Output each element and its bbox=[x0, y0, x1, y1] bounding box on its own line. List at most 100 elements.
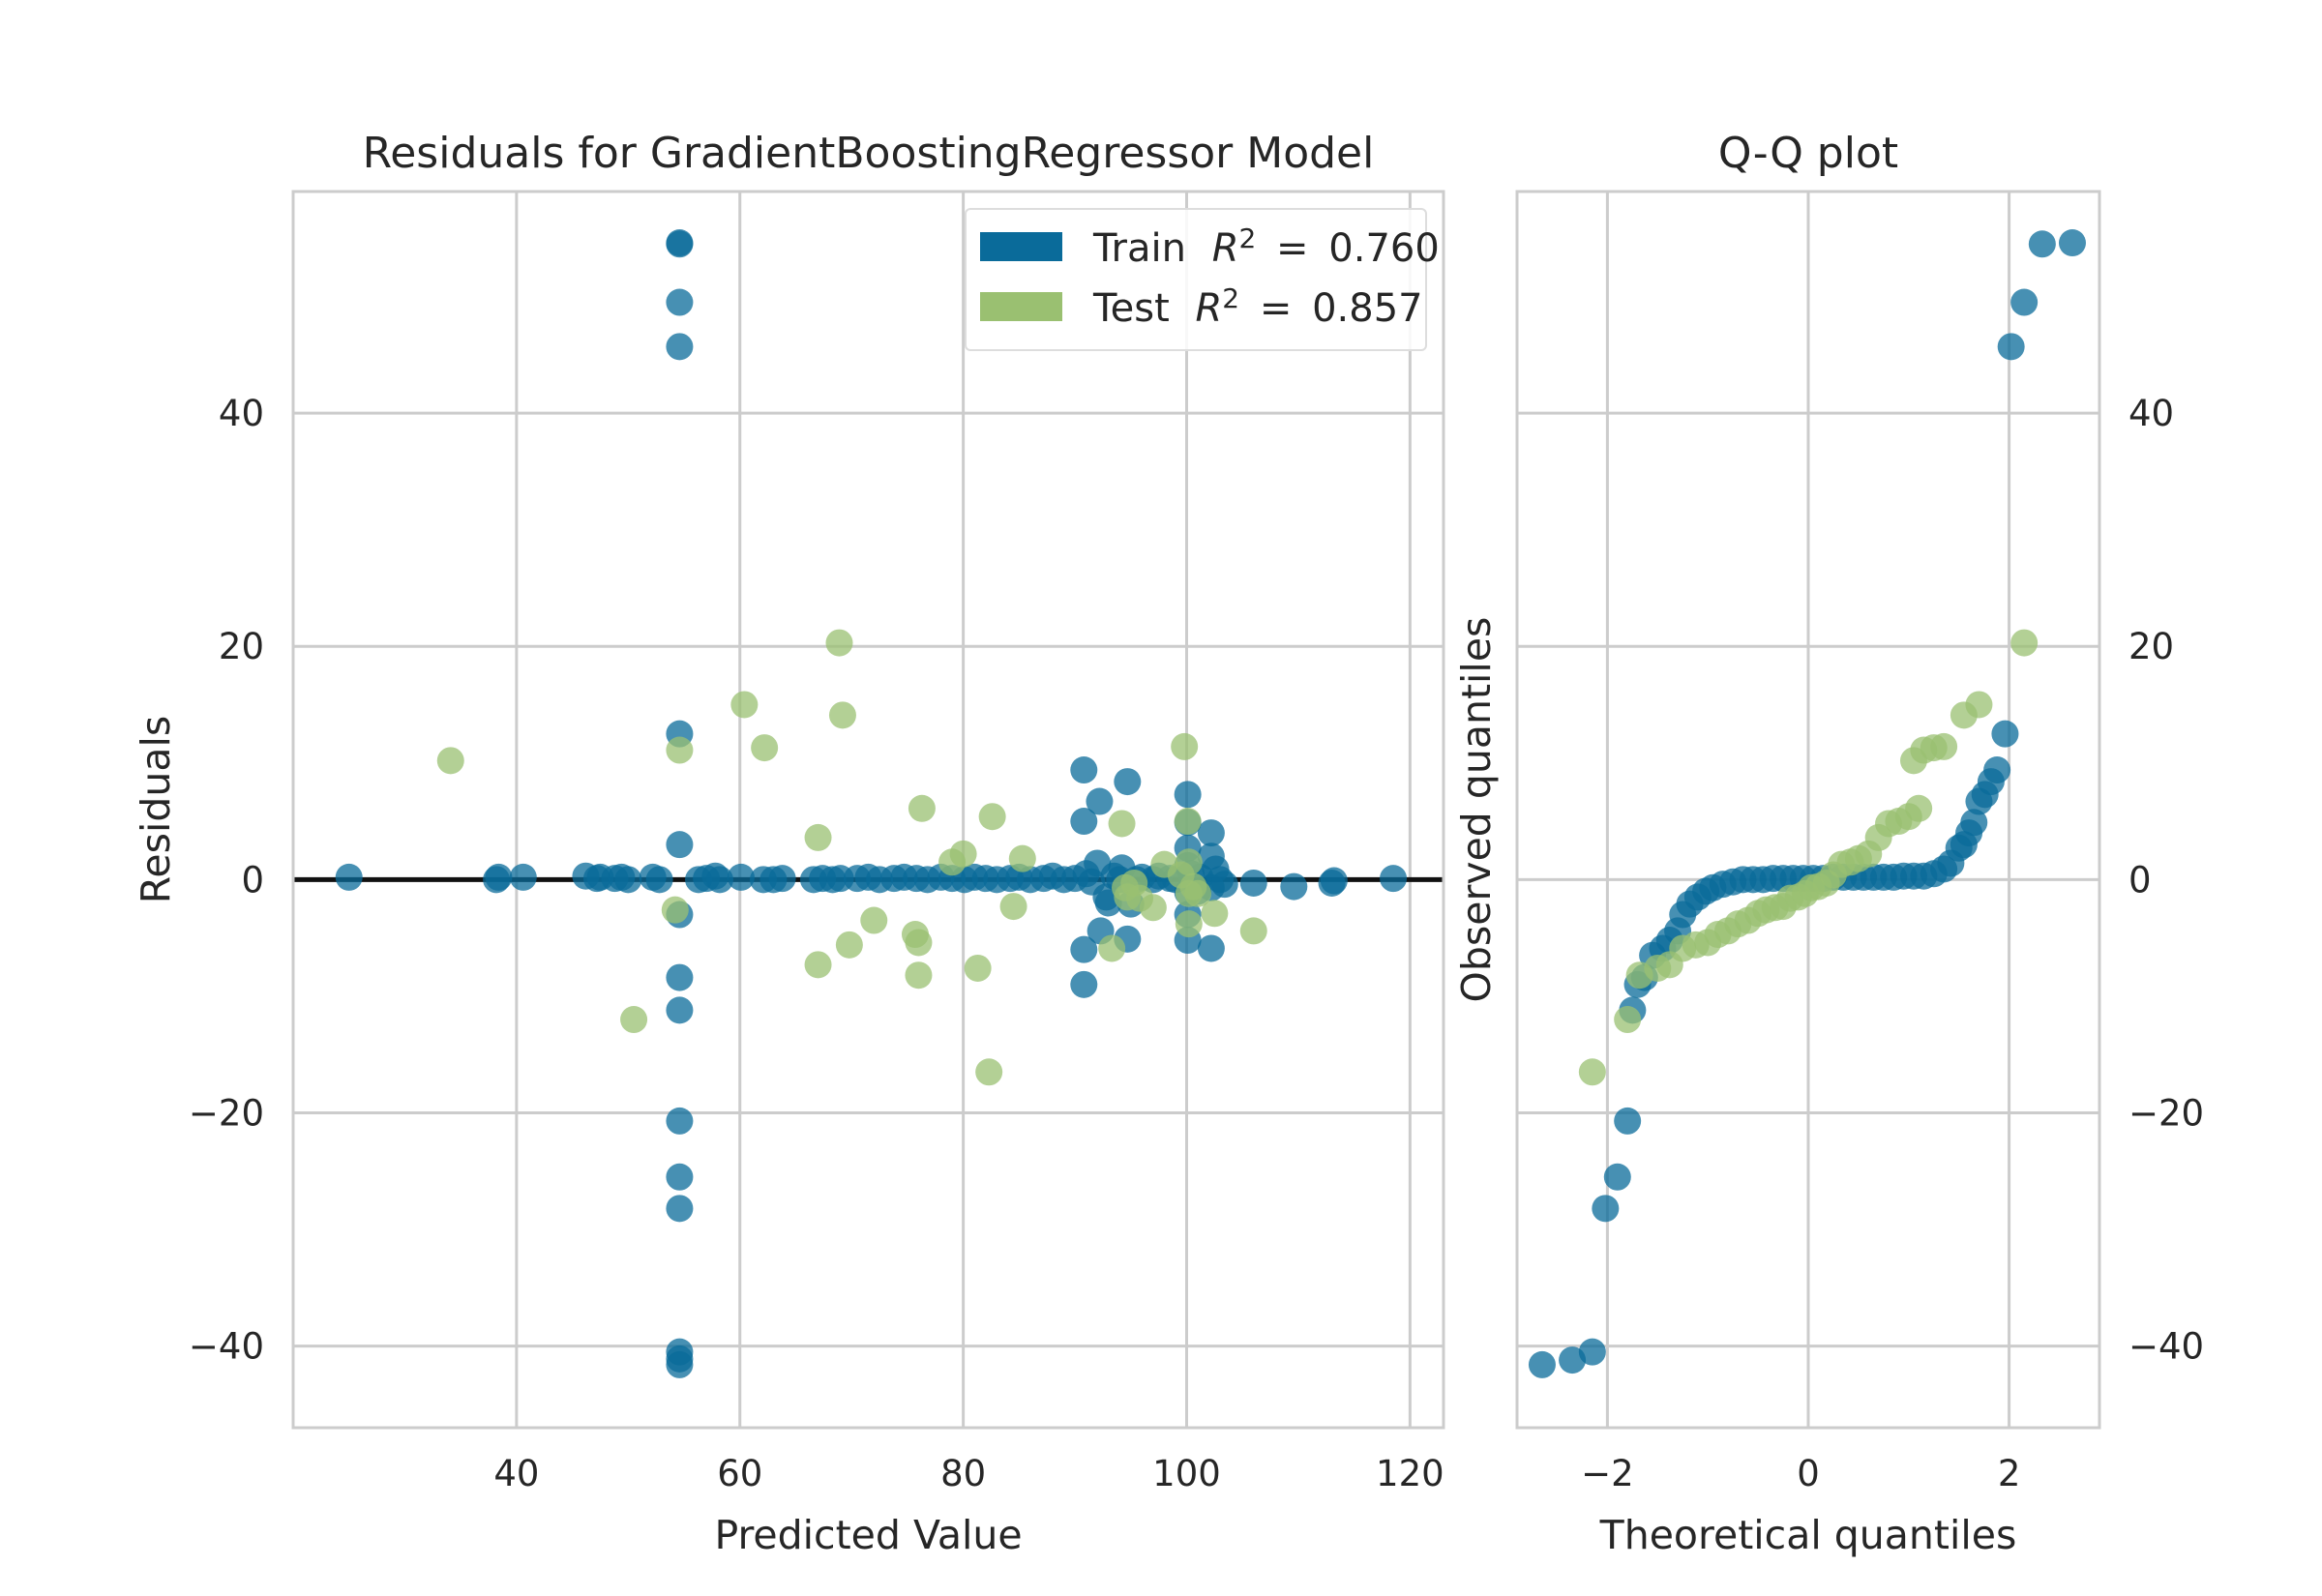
data-point-test bbox=[1175, 910, 1203, 938]
data-point-train bbox=[645, 866, 673, 894]
data-point-test bbox=[1175, 848, 1203, 876]
data-point-train bbox=[666, 333, 694, 361]
qq-y-ticks: −40 −20 0 20 40 bbox=[2128, 393, 2204, 1368]
legend: Train R2 = 0.760 Test R2 = 0.857 bbox=[965, 208, 1440, 351]
data-point-test bbox=[1905, 794, 1933, 822]
legend-swatch-train bbox=[980, 232, 1062, 261]
y-tick-label: 20 bbox=[219, 626, 264, 667]
data-point-train bbox=[614, 866, 642, 894]
data-point-train bbox=[509, 863, 537, 891]
data-point-test bbox=[975, 1058, 1003, 1086]
data-point-train bbox=[1592, 1195, 1620, 1223]
series-test bbox=[436, 629, 1267, 1086]
data-point-train bbox=[666, 288, 694, 316]
data-point-train bbox=[666, 1163, 694, 1191]
y-tick-label: 0 bbox=[2128, 859, 2152, 901]
data-point-train bbox=[666, 229, 694, 257]
legend-test-r2-exponent: 2 bbox=[1222, 282, 1239, 314]
data-point-train bbox=[768, 865, 796, 893]
data-point-train bbox=[666, 1195, 694, 1223]
data-point-train bbox=[1614, 1107, 1642, 1135]
data-point-train bbox=[1197, 819, 1225, 847]
data-point-train bbox=[1528, 1350, 1556, 1378]
qq-chart-title: Q-Q plot bbox=[1718, 129, 1898, 178]
data-point-test bbox=[908, 794, 936, 822]
data-point-test bbox=[905, 961, 933, 990]
data-point-test bbox=[905, 929, 933, 957]
data-point-train bbox=[727, 863, 755, 891]
data-point-test bbox=[1614, 1006, 1642, 1034]
data-point-train bbox=[1280, 872, 1308, 901]
data-point-train bbox=[1960, 809, 1988, 837]
data-point-test bbox=[666, 736, 694, 764]
data-point-train bbox=[1578, 1338, 1606, 1366]
data-point-train bbox=[1997, 333, 2025, 361]
data-point-test bbox=[1201, 900, 1229, 928]
y-tick-label: 20 bbox=[2128, 626, 2174, 667]
qq-plot-border bbox=[1515, 190, 2101, 1430]
data-point-test bbox=[620, 1006, 648, 1034]
legend-train-r2-symbol: R bbox=[1212, 226, 1239, 271]
x-tick-label: −2 bbox=[1581, 1453, 1634, 1494]
data-point-test bbox=[1174, 808, 1202, 836]
legend-train-prefix: Train bbox=[1092, 226, 1186, 271]
data-point-train bbox=[1114, 768, 1142, 796]
data-point-test bbox=[436, 747, 464, 775]
data-point-train bbox=[666, 1350, 694, 1378]
y-tick-label: −20 bbox=[2128, 1092, 2204, 1134]
legend-test-equals: = bbox=[1260, 286, 1293, 331]
data-point-test bbox=[804, 823, 832, 851]
legend-label-train: Train R2 = 0.760 bbox=[1092, 213, 1440, 271]
data-point-test bbox=[949, 840, 977, 868]
data-point-test bbox=[661, 896, 689, 924]
residuals-plot-border bbox=[291, 190, 1445, 1430]
data-point-train bbox=[1983, 756, 2011, 784]
data-point-test bbox=[1171, 732, 1199, 760]
data-point-test bbox=[1098, 934, 1126, 962]
data-point-train bbox=[1070, 808, 1098, 836]
y-tick-label: −40 bbox=[189, 1326, 264, 1368]
x-tick-label: 40 bbox=[493, 1453, 539, 1494]
qq-y-axis-label: Observed quantiles bbox=[1453, 617, 1500, 1003]
data-point-test bbox=[1578, 1058, 1606, 1086]
legend-train-equals: = bbox=[1276, 226, 1309, 271]
data-point-train bbox=[666, 831, 694, 859]
data-point-train bbox=[2028, 230, 2056, 258]
data-point-train bbox=[705, 866, 733, 894]
series-train bbox=[1528, 229, 2086, 1378]
legend-swatch-test bbox=[980, 292, 1062, 321]
qq-grid bbox=[1517, 192, 2099, 1428]
data-point-test bbox=[999, 893, 1027, 921]
legend-test-prefix: Test bbox=[1092, 286, 1170, 331]
data-point-train bbox=[666, 1107, 694, 1135]
x-tick-label: 120 bbox=[1376, 1453, 1444, 1494]
residuals-points bbox=[335, 229, 1408, 1378]
legend-test-r2-symbol: R bbox=[1196, 286, 1223, 331]
data-point-test bbox=[964, 954, 992, 982]
data-point-train bbox=[2058, 229, 2086, 257]
data-point-train bbox=[1380, 865, 1408, 893]
x-tick-label: 80 bbox=[940, 1453, 986, 1494]
data-point-train bbox=[1070, 756, 1098, 784]
residuals-x-axis-label: Predicted Value bbox=[714, 1512, 1022, 1558]
x-tick-label: 2 bbox=[1998, 1453, 2021, 1494]
data-point-train bbox=[2010, 288, 2039, 316]
data-point-test bbox=[1930, 732, 1958, 760]
data-point-test bbox=[860, 906, 888, 934]
data-point-train bbox=[1174, 781, 1202, 809]
legend-train-r2-value: 0.760 bbox=[1328, 226, 1440, 271]
residuals-plot-area bbox=[293, 192, 1444, 1428]
data-point-train bbox=[1320, 867, 1348, 895]
data-point-train bbox=[1070, 935, 1098, 963]
y-tick-label: 40 bbox=[219, 393, 264, 434]
data-point-test bbox=[1184, 879, 1212, 907]
residuals-y-axis-label: Residuals bbox=[133, 716, 179, 904]
data-point-test bbox=[825, 629, 853, 657]
qq-x-axis-label: Theoretical quantiles bbox=[1599, 1512, 2017, 1558]
data-point-test bbox=[1239, 917, 1267, 945]
legend-test-r2-value: 0.857 bbox=[1312, 286, 1423, 331]
qq-x-ticks: −2 0 2 bbox=[1581, 1453, 2020, 1494]
legend-train-r2-exponent: 2 bbox=[1239, 222, 1257, 254]
